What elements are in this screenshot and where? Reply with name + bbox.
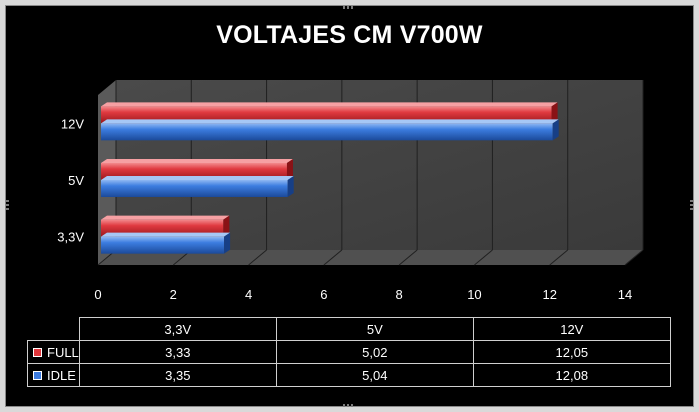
- bar-idle: [101, 176, 294, 197]
- table-cell: 12,05: [472, 340, 671, 364]
- series-label-full: FULL: [27, 340, 80, 364]
- x-tick-label: 12: [542, 287, 556, 302]
- x-tick-label: 14: [618, 287, 632, 302]
- x-tick-label: 2: [170, 287, 177, 302]
- bar-full: [101, 159, 293, 180]
- bars: [101, 102, 559, 254]
- chart-title: VOLTAJES CM V700W: [216, 21, 483, 49]
- table-cell: 3,35: [78, 363, 277, 387]
- table-cell: 5,04: [275, 363, 474, 387]
- gridline-floor: [248, 249, 267, 266]
- table-header: 5V: [275, 317, 474, 341]
- x-tick-label: 10: [467, 287, 481, 302]
- gridline-floor: [474, 249, 493, 266]
- series-name: FULL: [47, 344, 79, 360]
- x-tick-label: 0: [94, 287, 101, 302]
- gridline-floor: [398, 249, 418, 266]
- x-tick-label: 6: [320, 287, 327, 302]
- resize-handle-bottom[interactable]: [343, 404, 355, 407]
- data-table: 3,3V 5V 12V FULL 3,33 5,02 12,05 IDLE 3,…: [27, 317, 671, 387]
- floor: [98, 250, 643, 265]
- y-tick-label: 3,3V: [57, 230, 84, 245]
- gridline-floor: [549, 249, 569, 266]
- gridline-floor: [323, 249, 343, 266]
- legend-key-idle: [33, 370, 42, 380]
- table-row: IDLE 3,35 5,04 12,08: [27, 363, 671, 387]
- category-axis-labels: 3,3V 5V 12V: [57, 116, 84, 244]
- gridline-floor: [624, 249, 644, 266]
- resize-handle-left[interactable]: [6, 200, 9, 212]
- legend-key-full: [33, 347, 42, 357]
- table-cell: 3,33: [78, 340, 277, 364]
- y-tick-label: 12V: [61, 116, 84, 131]
- table-row: FULL 3,33 5,02 12,05: [27, 340, 671, 364]
- bar-idle: [101, 119, 559, 141]
- series-label-idle: IDLE: [27, 363, 80, 387]
- table-corner: [27, 317, 80, 341]
- table-header: 12V: [472, 317, 671, 341]
- value-axis-labels: 0 2 4 6 8 10 12 14: [94, 287, 632, 302]
- series-name: IDLE: [47, 367, 76, 383]
- table-cell: 5,02: [275, 340, 474, 364]
- table-cell: 12,08: [472, 363, 671, 387]
- y-tick-label: 5V: [68, 173, 84, 188]
- resize-handle-top[interactable]: [343, 6, 355, 9]
- bar-full: [101, 215, 230, 237]
- bar-idle: [101, 232, 231, 254]
- resize-handle-right[interactable]: [690, 200, 693, 212]
- x-tick-label: 8: [396, 287, 403, 302]
- bar-full: [101, 102, 558, 124]
- table-header: 3,3V: [78, 317, 277, 341]
- x-tick-label: 4: [245, 287, 252, 302]
